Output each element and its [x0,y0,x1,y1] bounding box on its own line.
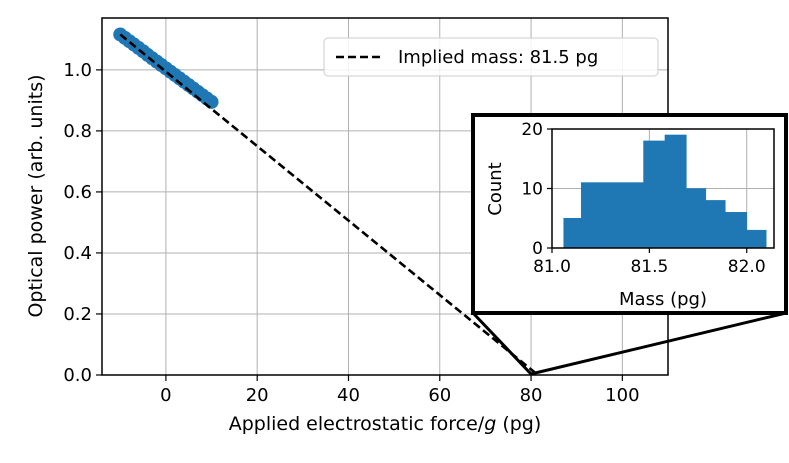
x-axis-label: Applied electrostatic force/g (pg) [229,413,542,435]
inset-y-tick-label: 0 [532,239,543,259]
inset-y-tick-label: 10 [521,180,543,200]
x-tick-label: 20 [246,385,269,406]
inset-y-axis-label: Count [485,162,506,215]
inset-x-axis-label: Mass (pg) [619,289,707,310]
histogram-bar [623,182,644,249]
inset-x-tick-label: 81.0 [533,257,571,277]
histogram-bar [725,212,747,249]
x-tick-label: 60 [428,385,451,406]
histogram-bar [686,188,707,249]
implied-mass-fit-line [119,33,539,377]
y-tick-label: 0.4 [63,243,92,264]
histogram-bar [705,200,726,249]
x-tick-label: 100 [605,385,639,406]
histogram-bar [563,218,582,249]
zoom-connector-right [530,311,787,376]
scatter-point [204,94,219,109]
y-axis-label: Optical power (arb. units) [25,74,47,317]
x-axis-label-italic: g [484,413,496,435]
y-tick-label: 0.2 [63,304,92,325]
y-tick-label: 0.8 [63,121,92,142]
legend-entry-label: Implied mass: 81.5 pg [398,47,598,68]
inset-ticks: 81.0 81.5 82.0 0 10 20 [521,120,765,277]
legend: Implied mass: 81.5 pg [323,37,659,77]
inset-x-tick-label: 81.5 [630,257,668,277]
x-tick-label: 0 [160,385,171,406]
y-tick-label: 1.0 [63,60,92,81]
histogram-bar [746,229,767,249]
main-series [113,27,539,377]
histogram-bar [664,134,687,249]
histogram-bar [602,182,625,249]
y-tick-label: 0.0 [63,365,92,386]
x-tick-label: 40 [337,385,360,406]
legend-box [323,37,659,77]
inset-y-tick-label: 20 [521,120,543,140]
histogram-bar [580,182,603,249]
inset-x-tick-label: 82.0 [728,257,766,277]
y-tick-label: 0.6 [63,182,92,203]
zoom-connector-left [471,311,533,376]
x-axis-label-prefix: Applied electrostatic force/ [229,413,485,435]
x-axis-label-suffix: (pg) [496,413,541,435]
histogram-bar [643,140,666,249]
x-tick-label: 80 [520,385,543,406]
